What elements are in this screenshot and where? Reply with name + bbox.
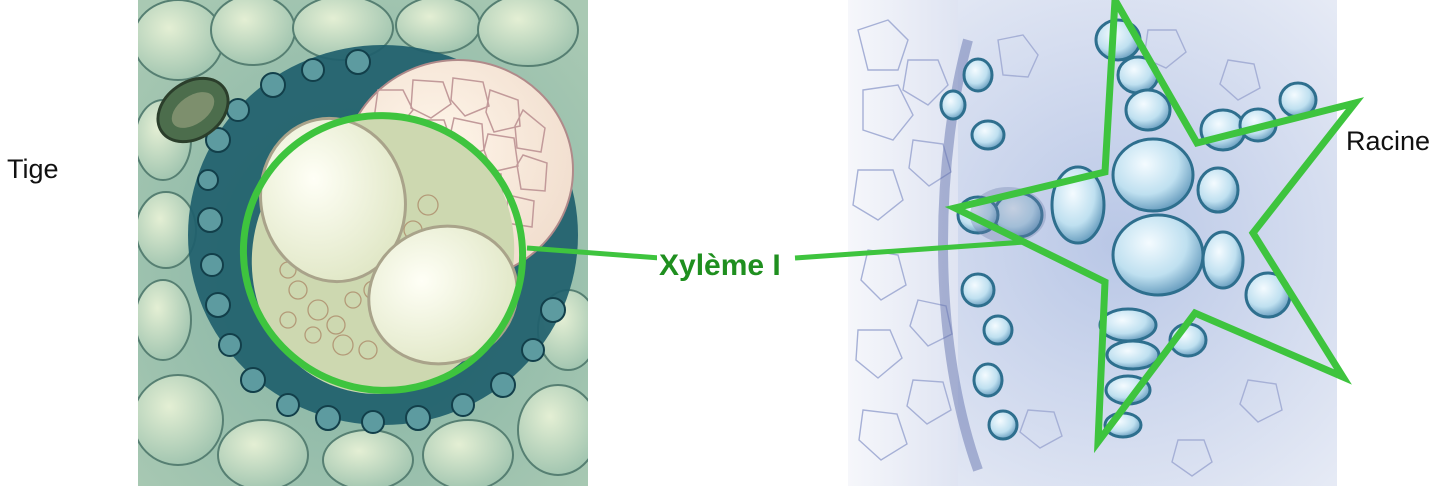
stem-xylem-ellipse [239, 112, 527, 394]
stem-label: Tige [7, 154, 59, 184]
root-xylem-star [944, 0, 1365, 454]
stem-leader-line [526, 245, 661, 261]
root-label: Racine [1346, 126, 1431, 156]
xylem-label: Xylème I [657, 249, 783, 282]
stem-micrograph [138, 0, 588, 486]
root-leader-line [794, 239, 1026, 261]
